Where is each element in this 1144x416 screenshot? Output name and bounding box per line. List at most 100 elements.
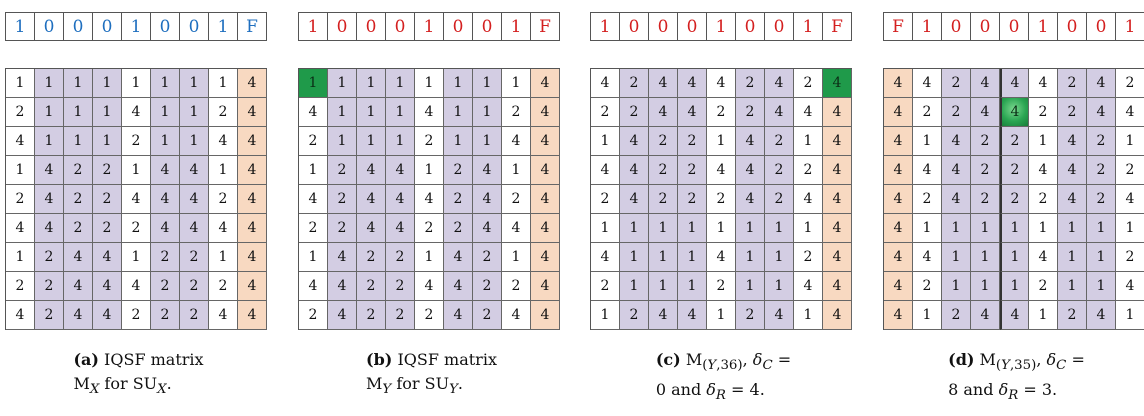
matrix-cell: 4 — [502, 214, 531, 243]
matrix-cell: 4 — [1000, 98, 1029, 127]
caption-line1: M(Y,36), δC = — [680, 350, 792, 374]
matrix-cell: 1 — [151, 69, 180, 98]
matrix-cell: 1 — [1087, 214, 1116, 243]
matrix-cell: 2 — [93, 185, 122, 214]
matrix-cell: 2 — [736, 98, 765, 127]
vector-cell: 0 — [328, 13, 357, 41]
matrix-cell: 4 — [93, 301, 122, 330]
matrix-cell: 4 — [238, 98, 267, 127]
vector-cell: F — [531, 13, 560, 41]
vector-cell: 1 — [707, 13, 736, 41]
matrix-cell: 1 — [122, 156, 151, 185]
matrix-cell: 4 — [93, 243, 122, 272]
matrix-cell: 2 — [736, 301, 765, 330]
matrix-cell: 1 — [6, 156, 35, 185]
matrix-cell: 2 — [328, 156, 357, 185]
matrix-cell: 4 — [649, 98, 678, 127]
matrix-cell: 2 — [122, 214, 151, 243]
matrix-cell: 1 — [122, 243, 151, 272]
matrix-cell: 4 — [823, 301, 852, 330]
matrix-cell: 4 — [765, 98, 794, 127]
matrix-cell: 2 — [151, 301, 180, 330]
matrix-cell: 4 — [823, 272, 852, 301]
matrix-cell: 1 — [591, 301, 620, 330]
matrix-cell: 4 — [238, 69, 267, 98]
matrix-cell: 2 — [913, 185, 942, 214]
matrix-cell: 4 — [473, 156, 502, 185]
matrix-cell: 2 — [649, 185, 678, 214]
matrix-cell: 2 — [473, 272, 502, 301]
vector-cell: 0 — [765, 13, 794, 41]
vector-cell: 0 — [649, 13, 678, 41]
matrix-cell: 4 — [531, 127, 560, 156]
matrix-cell: 2 — [649, 156, 678, 185]
matrix-cell: 2 — [93, 214, 122, 243]
matrix-cell: 1 — [620, 243, 649, 272]
matrix-cell: 2 — [1058, 301, 1087, 330]
matrix-cell: 4 — [238, 127, 267, 156]
vector-cell: 0 — [1000, 13, 1029, 41]
matrix-cell: 1 — [415, 69, 444, 98]
vector-cell: 0 — [971, 13, 1000, 41]
matrix-cell: 2 — [1087, 185, 1116, 214]
matrix-cell: 1 — [620, 214, 649, 243]
panel-caption: (a) IQSF matrix MX for SUX. — [5, 348, 272, 402]
matrix-cell: 4 — [64, 301, 93, 330]
matrix-cell: 1 — [1000, 243, 1029, 272]
matrix-cell: 1 — [1000, 272, 1029, 301]
matrix-cell: 4 — [357, 214, 386, 243]
matrix-cell: 2 — [1058, 98, 1087, 127]
matrix-cell: 4 — [884, 98, 913, 127]
matrix-cell: 4 — [444, 301, 473, 330]
matrix-cell: 4 — [736, 185, 765, 214]
matrix-cell: 2 — [6, 98, 35, 127]
matrix-cell: 2 — [415, 127, 444, 156]
matrix-cell: 4 — [299, 185, 328, 214]
matrix-cell: 2 — [180, 243, 209, 272]
matrix-cell: 1 — [678, 214, 707, 243]
matrix-cell: 4 — [444, 272, 473, 301]
vector-cell: 0 — [180, 13, 209, 41]
matrix-cell: 4 — [386, 185, 415, 214]
matrix-cell: 4 — [620, 156, 649, 185]
matrix-cell: 4 — [913, 69, 942, 98]
matrix-cell: 2 — [151, 272, 180, 301]
matrix-cell: 2 — [1116, 156, 1144, 185]
matrix-cell: 1 — [913, 127, 942, 156]
matrix-cell: 1 — [707, 127, 736, 156]
matrix-cell: 2 — [180, 301, 209, 330]
matrix-cell: 4 — [884, 301, 913, 330]
matrix-cell: 1 — [620, 272, 649, 301]
matrix-cell: 2 — [122, 301, 151, 330]
matrix-cell: 4 — [884, 156, 913, 185]
matrix-cell: 1 — [151, 127, 180, 156]
matrix-cell: 4 — [531, 185, 560, 214]
matrix-cell: 2 — [1116, 69, 1144, 98]
matrix-cell: 2 — [35, 301, 64, 330]
vector-cell: 0 — [35, 13, 64, 41]
vector-cell: 1 — [1116, 13, 1144, 41]
matrix-cell: 4 — [823, 98, 852, 127]
matrix-cell: 1 — [794, 214, 823, 243]
matrix-cell: 4 — [591, 243, 620, 272]
caption-line2: 0 and δR = 4. — [655, 380, 765, 404]
matrix-cell: 4 — [765, 69, 794, 98]
matrix-cell: 1 — [794, 127, 823, 156]
matrix-cell: 4 — [884, 214, 913, 243]
matrix-cell: 4 — [649, 301, 678, 330]
matrix-cell: 1 — [209, 243, 238, 272]
matrix-cell: 1 — [1116, 127, 1144, 156]
matrix-cell: 1 — [35, 98, 64, 127]
matrix-cell: 1 — [64, 98, 93, 127]
matrix-cell: 2 — [678, 185, 707, 214]
matrix-cell: 2 — [444, 156, 473, 185]
matrix-cell: 2 — [502, 98, 531, 127]
matrix-cell: 2 — [93, 156, 122, 185]
matrix-cell: 2 — [765, 156, 794, 185]
matrix-cell: 4 — [591, 69, 620, 98]
matrix-cell: 4 — [1029, 243, 1058, 272]
